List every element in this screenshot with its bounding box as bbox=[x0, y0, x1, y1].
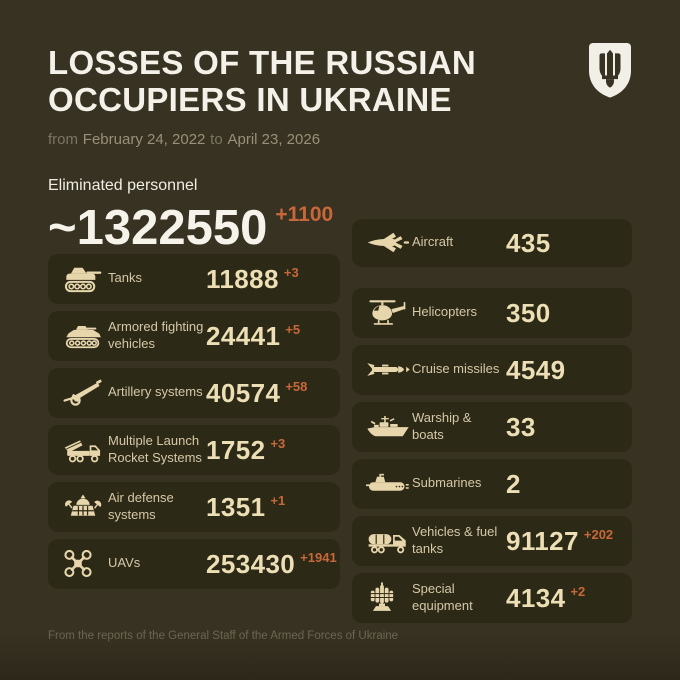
stat-card-submarine: Submarines 2 bbox=[352, 458, 632, 509]
stat-value-group: 33 bbox=[506, 414, 536, 440]
personnel-delta: +1100 bbox=[275, 202, 334, 226]
stat-value: 91127 bbox=[506, 525, 579, 556]
title-line-1: LOSSES OF THE RUSSIAN bbox=[48, 44, 477, 81]
date-range-prefix: from bbox=[48, 130, 78, 148]
title-line-2: OCCUPIERS IN UKRAINE bbox=[48, 81, 452, 119]
stat-card-mlrs: Multiple Launch Rocket Systems 1752 +3 bbox=[48, 424, 340, 475]
stat-card-helicopter: Helicopters 350 bbox=[352, 287, 632, 338]
eliminated-personnel-block: Eliminated personnel ~1322550 +1100 bbox=[48, 176, 340, 254]
stat-label: Armored fighting vehicles bbox=[108, 319, 204, 351]
stat-delta: +1941 bbox=[300, 549, 337, 565]
stat-card-vehicles-fuel: Vehicles & fuel tanks 91127 +202 bbox=[352, 515, 632, 566]
stat-value: 1752 bbox=[206, 434, 266, 465]
stat-value: 2 bbox=[506, 468, 521, 499]
aircraft-icon bbox=[366, 229, 412, 256]
stat-card-warship: Warship & boats 33 bbox=[352, 401, 632, 452]
stat-card-cruise-missile: Cruise missiles 4549 bbox=[352, 344, 632, 395]
stat-card-armored-vehicle: Armored fighting vehicles 24441 +5 bbox=[48, 310, 340, 361]
stat-label: UAVs bbox=[108, 555, 141, 571]
stat-card-special-equipment: Special equipment 4134 +2 bbox=[352, 572, 632, 623]
stat-label: Aircraft bbox=[412, 234, 454, 250]
stat-value-group: 253430 +1941 bbox=[206, 548, 337, 579]
helicopter-icon bbox=[366, 298, 412, 327]
stat-delta: +3 bbox=[283, 264, 299, 280]
special-equipment-icon bbox=[366, 582, 412, 613]
mlrs-icon bbox=[62, 435, 108, 465]
stat-value-group: 435 bbox=[506, 230, 551, 256]
stat-delta: +58 bbox=[285, 378, 308, 394]
stat-value-group: 1752 +3 bbox=[206, 434, 286, 465]
stat-card-uav: UAVs 253430 +1941 bbox=[48, 538, 340, 589]
warship-icon bbox=[366, 413, 412, 440]
stat-value-group: 91127 +202 bbox=[506, 525, 614, 556]
stat-label: Multiple Launch Rocket Systems bbox=[108, 433, 202, 465]
stat-value: 11888 bbox=[206, 263, 279, 294]
stat-value-group: 11888 +3 bbox=[206, 263, 299, 294]
stat-label: Artillery systems bbox=[108, 384, 203, 400]
armored-vehicle-icon bbox=[62, 321, 108, 351]
stat-value: 350 bbox=[506, 297, 551, 328]
personnel-label: Eliminated personnel bbox=[48, 176, 198, 194]
stat-value-group: 350 bbox=[506, 300, 551, 326]
stats-grid: Eliminated personnel ~1322550 +1100 Tank… bbox=[0, 176, 680, 630]
air-defense-icon bbox=[62, 492, 108, 522]
stat-value-group: 4134 +2 bbox=[506, 582, 586, 613]
stat-delta: +3 bbox=[270, 435, 286, 451]
date-from: February 24, 2022 bbox=[82, 130, 206, 148]
personnel-value: ~1322550 bbox=[48, 200, 268, 255]
stat-delta: +202 bbox=[583, 526, 614, 542]
uav-icon bbox=[62, 548, 108, 579]
stat-label: Warship & boats bbox=[412, 410, 472, 442]
artillery-icon bbox=[62, 378, 108, 408]
stat-card-air-defense: Air defense systems 1351 +1 bbox=[48, 481, 340, 532]
stats-column-right: Aircraft 435 Helicopters 350 Cruise miss… bbox=[352, 176, 632, 630]
stat-value-group: 24441 +5 bbox=[206, 320, 301, 351]
date-to: April 23, 2026 bbox=[227, 130, 321, 148]
stat-value-group: 1351 +1 bbox=[206, 491, 286, 522]
stat-label: Helicopters bbox=[412, 304, 478, 320]
vehicles-fuel-icon bbox=[366, 527, 412, 554]
stat-delta: +2 bbox=[570, 583, 586, 599]
stat-card-aircraft: Aircraft 435 bbox=[352, 218, 632, 267]
stat-card-artillery: Artillery systems 40574 +58 bbox=[48, 367, 340, 418]
stat-delta: +5 bbox=[285, 321, 301, 337]
stat-value: 24441 bbox=[206, 320, 281, 351]
stat-label: Vehicles & fuel tanks bbox=[412, 524, 498, 556]
page-title: LOSSES OF THE RUSSIAN OCCUPIERS IN UKRAI… bbox=[48, 44, 632, 119]
stat-value: 1351 bbox=[206, 491, 266, 522]
stat-value: 4134 bbox=[506, 582, 566, 613]
date-range-connector: to bbox=[210, 130, 223, 148]
date-range: from February 24, 2022 to April 23, 2026 bbox=[48, 131, 632, 148]
stat-label: Tanks bbox=[108, 270, 142, 286]
submarine-icon bbox=[366, 473, 412, 495]
stat-value: 435 bbox=[506, 227, 551, 258]
header: LOSSES OF THE RUSSIAN OCCUPIERS IN UKRAI… bbox=[0, 0, 680, 119]
stat-value: 40574 bbox=[206, 377, 281, 408]
stat-value: 253430 bbox=[206, 548, 296, 579]
stat-value-group: 4549 bbox=[506, 357, 565, 383]
tank-icon bbox=[62, 264, 108, 294]
stat-card-tank: Tanks 11888 +3 bbox=[48, 253, 340, 304]
stat-value: 4549 bbox=[506, 354, 566, 385]
stat-value-group: 40574 +58 bbox=[206, 377, 308, 408]
stat-label: Cruise missiles bbox=[412, 361, 500, 377]
cruise-missile-icon bbox=[366, 360, 412, 379]
stat-label: Air defense systems bbox=[108, 490, 174, 522]
stat-value-group: 2 bbox=[506, 471, 521, 497]
ukraine-trident-shield-icon bbox=[588, 42, 632, 99]
stat-label: Special equipment bbox=[412, 581, 473, 613]
stat-delta: +1 bbox=[270, 492, 286, 508]
personnel-value-group: ~1322550 +1100 bbox=[48, 202, 340, 254]
stats-column-left: Eliminated personnel ~1322550 +1100 Tank… bbox=[48, 176, 340, 630]
stat-value: 33 bbox=[506, 411, 536, 442]
stat-label: Submarines bbox=[412, 475, 482, 491]
source-note: From the reports of the General Staff of… bbox=[48, 630, 399, 642]
